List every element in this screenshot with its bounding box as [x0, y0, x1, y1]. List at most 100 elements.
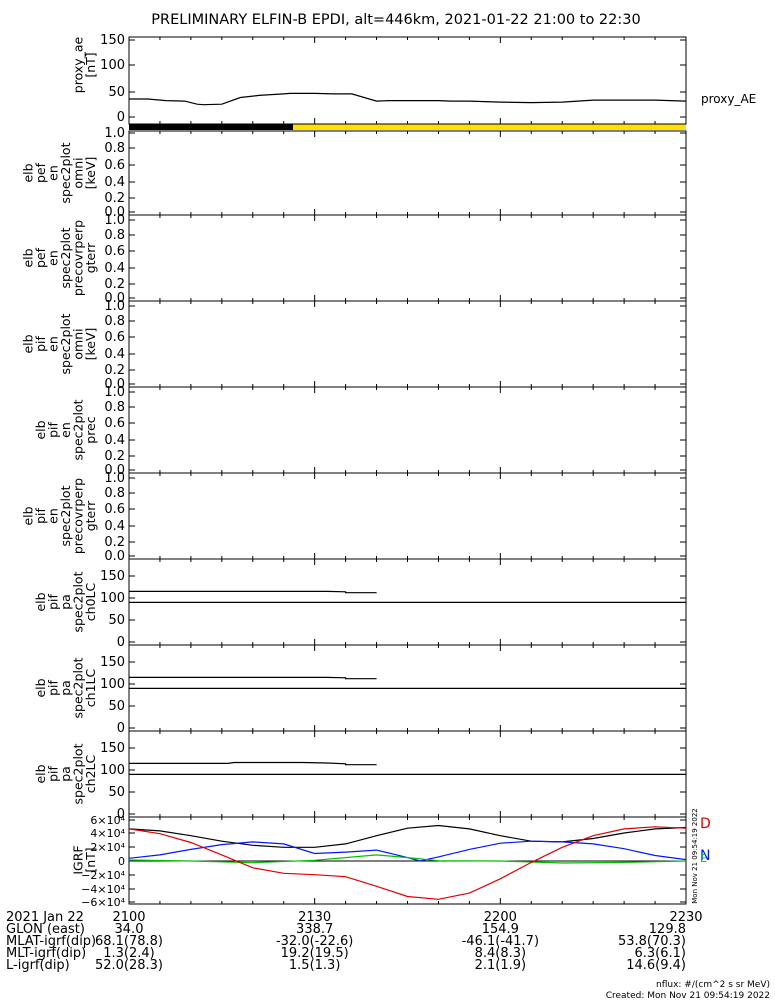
ylabel-line: elb — [21, 334, 36, 353]
ylabel-line: gterr — [83, 242, 98, 273]
ylabel-line: elb — [33, 678, 48, 697]
panel-frame-pef_omni — [128, 130, 687, 216]
orbit-row-value: 8.4(8.3) — [475, 946, 527, 961]
ylabel-line: pef — [33, 247, 48, 268]
orbit-row-name: MLT-igrf(dip) — [6, 946, 86, 961]
ylabel-line: gterr — [83, 500, 98, 531]
orbit-row-value: 19.2(19.5) — [281, 946, 349, 961]
ylabel-line: elb — [21, 163, 36, 182]
ylabel-line: elb — [33, 592, 48, 611]
created-side-text: Mon Nov 21 09:54:19 2022 — [691, 808, 699, 903]
ytick-label-ch2lc: 100 — [100, 763, 125, 778]
series-ch1lc-0 — [129, 676, 377, 680]
ylabel-line: proxy_ae — [71, 36, 86, 93]
ylabel-line: pif — [33, 335, 48, 351]
ytick-label-ch1lc: 50 — [108, 699, 125, 714]
ytick-label-igrf: 0 — [118, 855, 125, 868]
ylabel-line: prec — [83, 416, 98, 443]
ylabel-line: [keV] — [83, 328, 98, 361]
ytick-label-pif_omni: 1.0 — [104, 299, 125, 314]
ylabel-line: en — [58, 422, 73, 438]
ytick-label-pef_omni: 0.8 — [104, 141, 125, 156]
orbit-row-value: 1.5(1.3) — [289, 958, 341, 973]
ylabel-line: spec2plot — [71, 571, 86, 632]
ytick-label-pif_perp: 0.8 — [104, 486, 125, 501]
ylabel-line: pif — [46, 679, 61, 695]
orbit-row-value: 52.0(28.3) — [95, 958, 163, 973]
ylabel-line: ch0LC — [83, 583, 98, 622]
ylabel-line: ch2LC — [83, 755, 98, 794]
ytick-label-proxy_ae: 100 — [100, 58, 125, 73]
ytick-label-pif_omni: 0.6 — [104, 330, 125, 345]
igrf-legend-e: E — [700, 852, 707, 865]
orbit-row-value: 129.8 — [649, 922, 686, 937]
ylabel-line: en — [46, 165, 61, 181]
time-tick-label: 2130 — [298, 910, 331, 925]
ytick-label-ch0lc: 100 — [100, 591, 125, 606]
time-tick-label: 2100 — [112, 910, 145, 925]
ytick-label-ch2lc: 50 — [108, 785, 125, 800]
ytick-label-igrf: −6×10⁴ — [81, 896, 125, 909]
ytick-label-ch1lc: 0 — [117, 721, 125, 736]
orbit-row-name: GLON (east) — [6, 922, 85, 937]
panel-frame-pef_perp — [128, 214, 687, 302]
ytick-label-pef_omni: 0.4 — [104, 175, 125, 190]
ylabel-line: IGRF — [71, 845, 86, 874]
ylabel-igrf: IGRF[nT] — [71, 845, 99, 874]
ylabel-line: spec2plot — [71, 399, 86, 460]
time-tick-label: 2200 — [484, 910, 517, 925]
ytick-label-pef_omni: 1.0 — [104, 126, 125, 141]
time-axis-labels: 2100 2130 2200 2230 — [112, 910, 702, 925]
ytick-label-pif_perp: 0.0 — [104, 549, 125, 564]
ylabel-line: spec2plot — [58, 227, 73, 288]
igrf-legend-d: D — [700, 816, 711, 832]
ylabel-line: pa — [58, 594, 73, 610]
ytick-label-ch1lc: 150 — [100, 655, 125, 670]
ytick-label-pef_omni: 0.0 — [104, 205, 125, 220]
ylabel-proxy_ae: proxy_ae[nT] — [71, 36, 99, 93]
series-ch0lc-0 — [129, 590, 377, 594]
ytick-label-proxy_ae: 50 — [108, 85, 125, 100]
ylabel-line: ch1LC — [83, 669, 98, 708]
ytick-label-pif_prec: 0.8 — [104, 400, 125, 415]
ylabel-line: pif — [46, 421, 61, 437]
ytick-label-pif_perp: 0.4 — [104, 519, 125, 534]
time-tick-label: 2230 — [669, 910, 702, 925]
ylabel-line: elb — [33, 764, 48, 783]
ylabel-line: omni — [71, 328, 86, 359]
ylabel-line: spec2plot — [71, 743, 86, 804]
ylabel-line: pa — [58, 766, 73, 782]
plot-title: PRELIMINARY ELFIN-B EPDI, alt=446km, 202… — [151, 12, 640, 28]
series-igrf-d — [128, 824, 687, 848]
panel-frame-pif_omni — [128, 300, 687, 388]
ytick-label-ch1lc: 100 — [100, 677, 125, 692]
ytick-label-proxy_ae: 0 — [117, 110, 125, 125]
side-labels: proxy_AE D N E Mon Nov 21 09:54:19 2022 — [691, 92, 756, 904]
ylabel-line: en — [46, 508, 61, 524]
orbit-row-value: 34.0 — [115, 922, 144, 937]
orbit-row-value: 53.8(70.3) — [618, 934, 686, 949]
ytick-label-ch0lc: 150 — [100, 569, 125, 584]
ylabel-line: pif — [46, 593, 61, 609]
ytick-label-pef_perp: 0.6 — [104, 244, 125, 259]
ytick-label-igrf: 4×10⁴ — [90, 827, 125, 840]
ylabel-line: [nT] — [83, 52, 98, 77]
ytick-label-pef_perp: 0.0 — [104, 291, 125, 306]
ytick-label-proxy_ae: 150 — [100, 33, 125, 48]
orbit-row-value: 154.9 — [482, 922, 519, 937]
ylabel-line: pif — [46, 765, 61, 781]
ylabel-line: en — [46, 336, 61, 352]
ylabel-line: spec2plot — [58, 142, 73, 203]
status-bar — [129, 124, 686, 130]
ytick-label-igrf: −4×10⁴ — [81, 883, 125, 896]
footer-units: nflux: #/(cm^2 s sr MeV) — [656, 980, 770, 990]
ytick-label-pef_perp: 1.0 — [104, 213, 125, 228]
ylabel-line: pif — [33, 507, 48, 523]
ytick-label-pef_omni: 0.6 — [104, 158, 125, 173]
